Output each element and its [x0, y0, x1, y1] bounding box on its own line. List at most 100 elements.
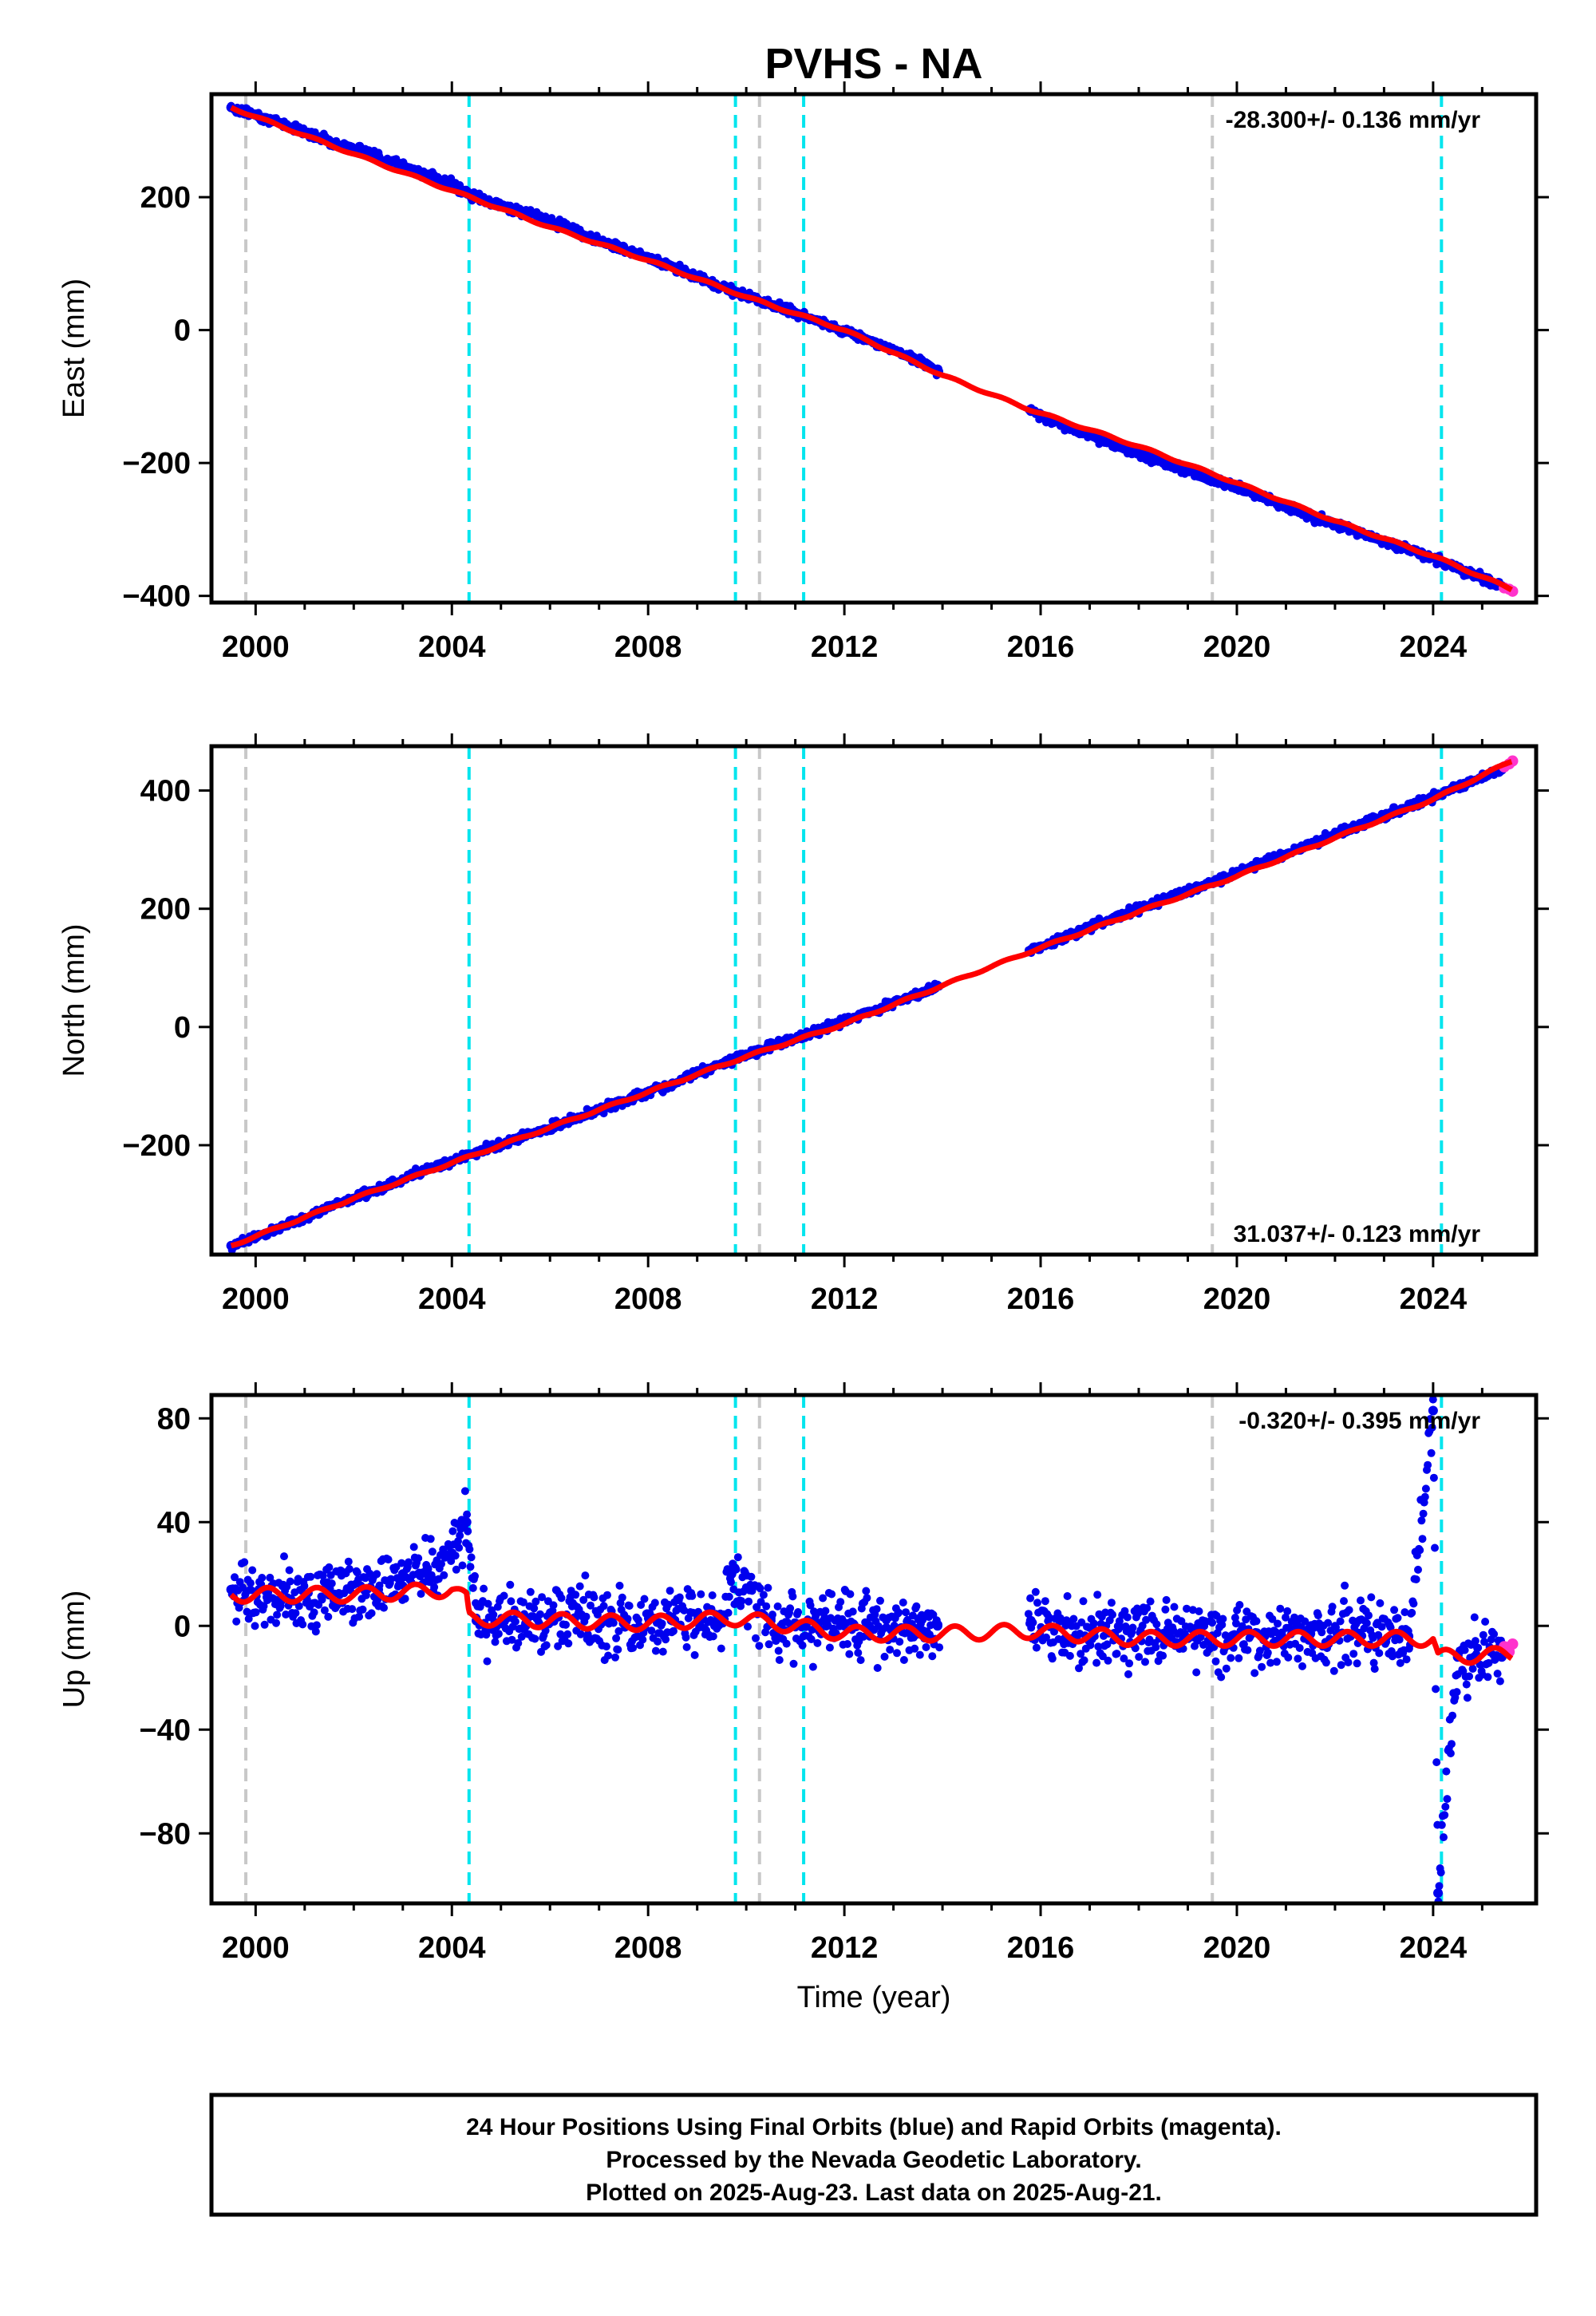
final-orbit-point — [507, 1597, 516, 1606]
final-orbit-point — [1448, 1740, 1456, 1749]
final-orbit-point — [294, 1602, 303, 1611]
final-orbit-point — [774, 1646, 783, 1655]
final-orbit-point — [915, 1650, 924, 1659]
final-orbit-point — [483, 1657, 492, 1666]
up-panel: −80 −40 0 40 80 2000 2004 2008 2012 2016 2020 2024 U… — [57, 1382, 1549, 1965]
final-orbit-point — [808, 1662, 817, 1671]
final-orbit-point — [1272, 1658, 1281, 1666]
final-orbit-point — [1124, 1670, 1132, 1678]
final-orbit-point — [688, 1591, 697, 1600]
final-orbit-point — [405, 1558, 413, 1567]
final-orbit-point — [280, 1552, 288, 1561]
final-orbit-point — [1080, 1656, 1088, 1665]
final-orbit-point — [654, 1637, 662, 1646]
final-orbit-point — [733, 1553, 742, 1562]
final-orbit-point — [1420, 1492, 1429, 1501]
final-orbit-point — [764, 1583, 772, 1592]
final-orbit-point — [684, 1614, 693, 1622]
final-orbit-point — [895, 1608, 903, 1617]
final-orbit-point — [353, 1568, 361, 1577]
final-orbit-point — [1353, 1659, 1361, 1668]
final-orbit-point — [911, 1644, 919, 1653]
final-orbit-point — [447, 1548, 457, 1559]
final-orbit-point — [484, 1599, 492, 1608]
final-orbit-point — [786, 1604, 795, 1613]
final-orbit-point — [752, 1634, 760, 1642]
final-orbit-point — [637, 1601, 646, 1609]
final-orbit-point — [918, 1615, 927, 1624]
final-orbit-point — [782, 1639, 791, 1648]
final-orbit-point — [1077, 1618, 1086, 1626]
final-orbit-point — [562, 1620, 570, 1629]
final-orbit-point — [526, 1587, 535, 1596]
footer-box: 24 Hour Positions Using Final Orbits (bl… — [209, 2093, 1539, 2217]
final-orbit-point — [756, 1584, 764, 1593]
final-orbit-point — [397, 1569, 408, 1579]
final-orbit-point — [1324, 1618, 1333, 1627]
final-orbit-point — [747, 1572, 756, 1581]
final-orbit-point — [1408, 1608, 1416, 1617]
y-tick-label: 200 — [140, 893, 191, 927]
final-orbit-point — [724, 1608, 733, 1617]
final-orbit-point — [231, 1573, 239, 1582]
final-orbit-point — [1412, 1575, 1420, 1583]
final-orbit-point — [1424, 1460, 1432, 1469]
final-orbit-point — [1045, 1613, 1053, 1622]
final-orbit-point — [463, 1510, 472, 1519]
final-orbit-point — [247, 1586, 255, 1595]
y-tick-label: 40 — [157, 1506, 191, 1539]
final-orbit-point — [232, 1617, 241, 1626]
x-tick-label: 2024 — [1400, 630, 1468, 664]
final-orbit-point — [425, 1578, 434, 1587]
final-orbit-point — [1146, 1597, 1155, 1606]
final-orbit-point — [240, 1558, 249, 1567]
final-orbit-point — [690, 1650, 699, 1659]
final-orbit-point — [426, 1535, 435, 1543]
final-orbit-point — [680, 1606, 689, 1614]
final-orbit-point — [1440, 1833, 1448, 1842]
east-panel: −400 −200 0 200 2000 2004 2008 2012 2016 2020 2024… — [57, 81, 1549, 664]
final-orbit-point — [480, 1584, 488, 1593]
final-orbit-point — [1429, 1473, 1438, 1482]
final-orbit-point — [571, 1591, 580, 1599]
final-orbit-point — [397, 1559, 406, 1567]
final-orbit-point — [1024, 1610, 1033, 1618]
x-tick-label: 2008 — [614, 1931, 682, 1965]
final-orbit-point — [535, 1610, 544, 1618]
final-orbit-point — [1217, 1673, 1226, 1682]
final-orbit-point — [428, 1547, 437, 1556]
final-orbit-point — [1446, 1749, 1455, 1757]
final-orbit-point — [401, 1595, 409, 1603]
final-orbit-point — [611, 1653, 619, 1662]
final-orbit-point — [922, 1643, 930, 1651]
final-orbit-point — [1427, 1448, 1436, 1457]
north-panel: −200 0 200 400 2000 2004 2008 2012 2016 2020 2024 N… — [57, 733, 1549, 1316]
plot-frame — [209, 92, 1539, 605]
final-orbit-point — [1417, 1516, 1426, 1525]
final-orbit-point — [1208, 1618, 1217, 1627]
final-orbit-point — [1421, 1484, 1430, 1493]
final-orbit-point — [1152, 1620, 1161, 1629]
final-orbit-point — [727, 1578, 735, 1587]
final-orbit-point — [1222, 1664, 1231, 1673]
final-orbit-point — [1284, 1653, 1293, 1662]
final-orbit-point — [447, 179, 457, 189]
final-orbit-point — [468, 1583, 477, 1592]
final-orbit-point — [1048, 1654, 1057, 1663]
final-orbit-point — [506, 1580, 515, 1589]
final-orbit-point — [1431, 1543, 1439, 1552]
x-tick-label: 2016 — [1007, 1931, 1075, 1965]
model-curve — [229, 758, 1514, 1249]
final-orbit-point — [489, 1611, 498, 1619]
final-orbit-point — [651, 1646, 660, 1655]
final-orbit-point — [764, 1640, 773, 1649]
final-orbit-point — [320, 1606, 329, 1614]
final-orbit-point — [1170, 1603, 1179, 1611]
x-tick-label: 2000 — [222, 1282, 290, 1316]
final-orbit-point — [1490, 1630, 1499, 1638]
x-tick-label: 2016 — [1007, 1282, 1075, 1316]
x-tick-label: 2004 — [418, 1931, 486, 1965]
final-orbit-point — [508, 1635, 516, 1644]
final-orbit-point — [1465, 1672, 1474, 1681]
